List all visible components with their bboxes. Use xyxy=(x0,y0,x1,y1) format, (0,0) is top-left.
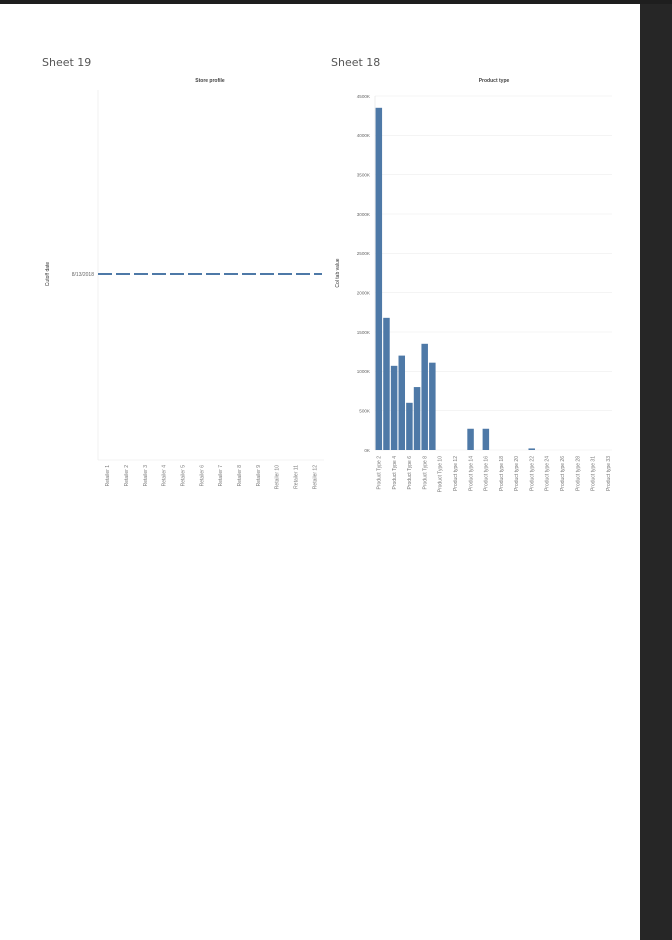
x-tick-label: Product Type 6 xyxy=(407,456,413,490)
y-axis-label: Col tab value xyxy=(335,258,341,287)
x-tick-label: Retailer 11 xyxy=(293,465,299,489)
y-tick-label: 1000K xyxy=(357,369,371,374)
x-tick-label: Retailer 9 xyxy=(256,465,262,487)
x-tick-label: Retailer 6 xyxy=(199,465,205,487)
x-tick-label: Retailer 12 xyxy=(312,465,318,489)
x-tick-label: Product type 12 xyxy=(453,456,459,491)
bar xyxy=(429,362,436,450)
x-tick-label: Product type 20 xyxy=(514,456,520,491)
y-tick-label: 4000K xyxy=(357,133,371,138)
x-tick-label: Product Type 10 xyxy=(438,456,444,493)
bar xyxy=(421,343,428,450)
x-tick-label: Retailer 4 xyxy=(162,465,168,487)
cutoff-date-chart: Cutoff date 8/13/2018 Retailer 1 Retailer 2… xyxy=(45,90,324,489)
x-tick-label: Retailer 2 xyxy=(124,465,130,487)
x-tick-label: Retailer 3 xyxy=(143,465,149,487)
y-tick-label: 3000K xyxy=(357,212,371,217)
x-tick-label: Product type 18 xyxy=(499,456,505,491)
x-tick-label: Product type 33 xyxy=(606,456,612,491)
sheet-18-title: Sheet 18 xyxy=(331,56,381,69)
y-tick-label: 500K xyxy=(359,408,371,413)
bar xyxy=(467,428,474,450)
x-tick-label: Product type 28 xyxy=(575,456,581,491)
x-tick-label: Retailer 5 xyxy=(180,465,186,487)
x-tick-label: Retailer 8 xyxy=(237,465,243,487)
product-type-bar-chart: 0K 500K 1000K 1500K 2000K 2500K 3000K 3500K 4000… xyxy=(335,94,612,493)
x-tick-label: Retailer 7 xyxy=(218,465,224,487)
bar xyxy=(406,402,413,450)
product-type-header: Product type xyxy=(478,78,510,84)
x-tick-label: Product type 14 xyxy=(468,456,474,491)
bar xyxy=(375,107,383,451)
x-tick-label: Product type 16 xyxy=(484,456,490,491)
bar xyxy=(398,355,406,450)
y-tick-label: 4500K xyxy=(357,94,371,99)
x-tick-label: Product Type 2 xyxy=(377,456,383,490)
y-axis-label: Cutoff date xyxy=(45,262,51,287)
y-tick-label: 8/13/2018 xyxy=(72,272,94,278)
bar xyxy=(528,448,535,450)
x-tick-label: Product type 24 xyxy=(545,456,551,491)
bar xyxy=(383,317,390,450)
x-tick-label: Retailer 10 xyxy=(275,465,281,489)
x-tick-label: Product type 22 xyxy=(529,456,535,491)
y-tick-label: 2000K xyxy=(357,290,371,295)
y-tick-label: 0K xyxy=(364,448,371,453)
bar xyxy=(413,387,421,450)
y-tick-label: 3500K xyxy=(357,172,371,177)
window-top-bar xyxy=(0,0,672,4)
bar xyxy=(482,428,490,450)
store-profile-header: Store profile xyxy=(195,78,225,84)
x-tick-label: Product type 31 xyxy=(591,456,597,491)
y-tick-label: 2500K xyxy=(357,251,371,256)
x-tick-label: Product Type 4 xyxy=(392,456,398,490)
x-tick-label: Retailer 1 xyxy=(105,465,111,487)
x-tick-label: Product Type 8 xyxy=(422,456,428,490)
y-tick-label: 1500K xyxy=(357,330,371,335)
report-page: Sheet 19 Store profile Cutoff date 8/13/2… xyxy=(0,4,640,940)
bar xyxy=(390,365,398,450)
x-tick-label: Product type 26 xyxy=(560,456,566,491)
sheet-19-title: Sheet 19 xyxy=(42,56,92,69)
